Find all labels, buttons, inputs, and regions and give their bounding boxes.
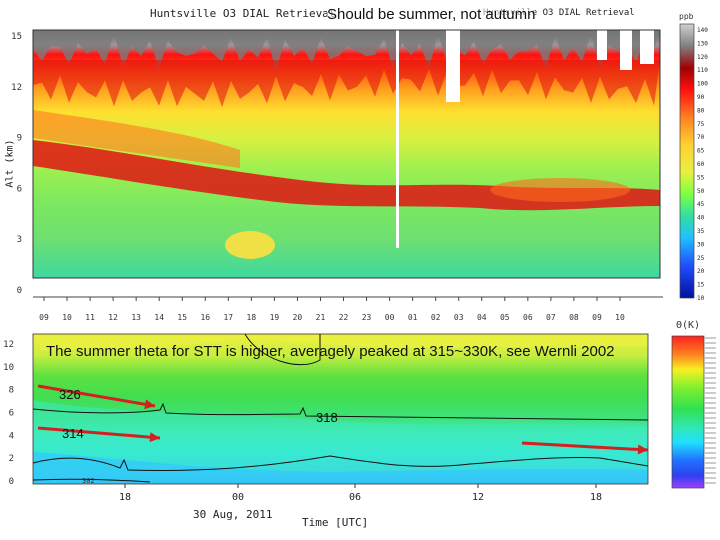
red-arrow <box>521 441 649 455</box>
bottom-y-tick-label: 6 <box>9 409 14 419</box>
top-x-tick-label: 13 <box>131 313 141 322</box>
bottom-x-axis-label: Time [UTC] <box>302 516 369 529</box>
contour-label-326: 326 <box>59 387 81 402</box>
top-y-tick-label: 6 <box>17 184 22 194</box>
top-x-tick-label: 09 <box>39 313 49 322</box>
top-x-tick-label: 16 <box>200 313 210 322</box>
top-x-tick-label: 00 <box>385 313 395 322</box>
top-x-tick-label: 20 <box>293 313 303 322</box>
bottom-x-tick-label: 18 <box>119 492 131 503</box>
ozone-curtain-chart: 09 10 11 12 13 14 15 16 17 18 19 20 21 22 23 00 01 02 03 04… <box>11 23 708 322</box>
contour-label-318: 318 <box>316 410 338 425</box>
top-x-tick-label: 14 <box>154 313 164 322</box>
colorbar-label: 35 <box>697 228 705 235</box>
colorbar-label: 50 <box>697 188 705 195</box>
colorbar-label: 110 <box>697 67 708 74</box>
colorbar-label: 70 <box>697 134 705 141</box>
contour-302-line <box>32 478 151 483</box>
colorbar-label: 55 <box>697 174 705 181</box>
date-label: 30 Aug, 2011 <box>193 508 273 521</box>
theta-chart: 18 00 06 12 18 0 2 4 6 8 10 12 <box>3 333 716 503</box>
colorbar-label: 140 <box>697 27 708 34</box>
colorbar-label: 45 <box>697 201 705 208</box>
top-x-tick-label: 23 <box>362 313 372 322</box>
colorbar-unit: ppb <box>679 12 694 21</box>
top-y-tick-label: 3 <box>17 235 22 245</box>
bottom-y-tick-label: 10 <box>3 363 14 373</box>
colorbar-label: 130 <box>697 40 708 47</box>
contour-label-302: 302 <box>82 477 95 485</box>
colorbar-label: 10 <box>697 295 705 302</box>
bottom-y-tick-label: 4 <box>9 431 14 441</box>
top-y-tick-label: 9 <box>17 134 22 144</box>
colorbar-label: 100 <box>697 81 708 88</box>
top-x-tick-label: 12 <box>108 313 118 322</box>
top-chart-title: Huntsville O3 DIAL Retrieval <box>150 7 336 20</box>
colorbar-label: 40 <box>697 215 705 222</box>
top-y-axis-label: Alt (km) <box>4 139 16 188</box>
colorbar-label: 25 <box>697 255 705 262</box>
top-y-tick-label: 12 <box>11 83 22 93</box>
top-x-tick-label: 02 <box>431 313 441 322</box>
top-x-tick-label: 18 <box>247 313 257 322</box>
top-x-tick-label: 01 <box>408 313 418 322</box>
colorbar-label: 120 <box>697 54 708 61</box>
colorbar-label: 20 <box>697 268 705 275</box>
top-y-tick-label: 15 <box>11 32 22 42</box>
bottom-y-tick-label: 2 <box>9 454 14 464</box>
contour-label-314: 314 <box>62 426 84 441</box>
top-x-tick-label: 19 <box>270 313 280 322</box>
top-x-tick-label: 22 <box>339 313 349 322</box>
top-x-tick-label: 15 <box>177 313 187 322</box>
top-x-tick-label: 05 <box>500 313 510 322</box>
top-x-tick-label: 17 <box>223 313 233 322</box>
contour-314-line <box>32 455 649 471</box>
contour-326-line <box>244 333 321 366</box>
colorbar-label: 30 <box>697 241 705 248</box>
top-x-tick-label: 10 <box>615 313 625 322</box>
bottom-y-tick-label: 12 <box>3 340 14 350</box>
top-y-tick-label: 0 <box>17 286 22 296</box>
colorbar-label: 65 <box>697 148 705 155</box>
top-x-tick-label: 07 <box>546 313 556 322</box>
top-x-tick-label: 04 <box>477 313 487 322</box>
top-x-tick-label: 21 <box>316 313 326 322</box>
top-x-tick-label: 03 <box>454 313 464 322</box>
red-arrow <box>37 426 161 443</box>
bottom-x-tick-label: 00 <box>232 492 244 503</box>
colorbar-label: 60 <box>697 161 705 168</box>
colorbar-label: 75 <box>697 121 705 128</box>
colorbar-label: 80 <box>697 107 705 114</box>
theta-annotation: The summer theta for STT is higher, aver… <box>46 343 615 360</box>
red-arrow <box>37 384 156 410</box>
summer-annotation: Should be summer, not autumn <box>327 6 536 23</box>
top-x-tick-label: 10 <box>62 313 72 322</box>
bottom-y-tick-label: 0 <box>9 477 14 487</box>
top-x-tick-label: 06 <box>523 313 533 322</box>
bottom-y-tick-label: 8 <box>9 386 14 396</box>
top-x-tick-label: 11 <box>85 313 95 322</box>
colorbar-label: 90 <box>697 94 705 101</box>
bottom-x-tick-label: 12 <box>472 492 484 503</box>
ozone-colorbar <box>679 23 695 299</box>
top-x-tick-label: 09 <box>592 313 602 322</box>
theta-colorbar-unit: Θ(K) <box>676 320 701 331</box>
bottom-x-tick-label: 18 <box>590 492 602 503</box>
bottom-x-tick-label: 06 <box>349 492 361 503</box>
colorbar-label: 15 <box>697 282 705 289</box>
top-chart-title-overlay: Huntsville O3 DIAL Retrieval <box>483 8 635 18</box>
top-x-tick-label: 08 <box>569 313 579 322</box>
theta-colorbar <box>671 335 705 489</box>
